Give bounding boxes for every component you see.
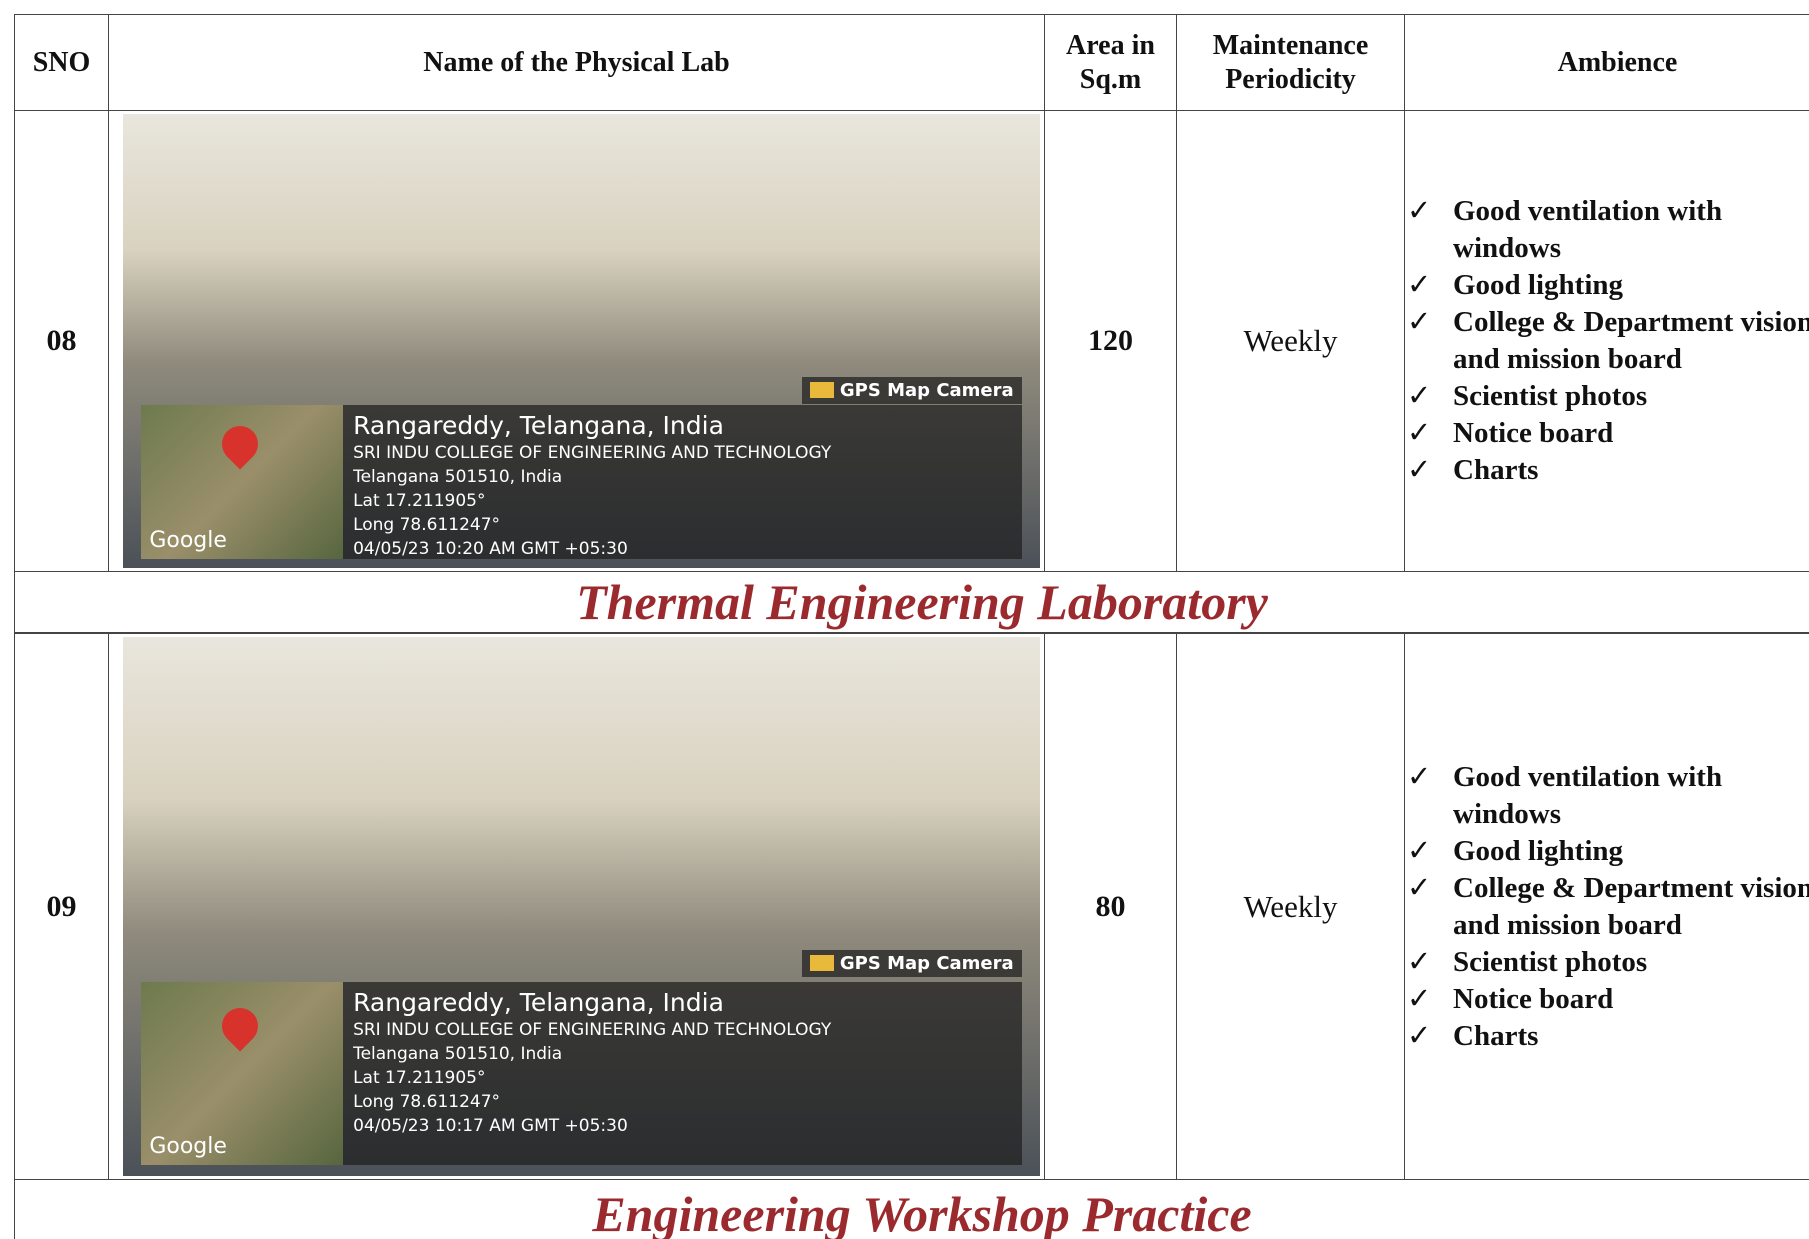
sno: 08: [14, 110, 109, 572]
timestamp: 04/05/23 10:20 AM GMT +05:30: [353, 538, 628, 559]
timestamp: 04/05/23 10:17 AM GMT +05:30: [353, 1115, 628, 1136]
ambience-list: Good ventilation with windowsGood lighti…: [1405, 759, 1809, 1055]
photo-cell: GPS Map Camera Google Rangareddy, Telangan…: [108, 110, 1045, 572]
ambience-list: Good ventilation with windowsGood lighti…: [1405, 193, 1809, 489]
long: Long 78.611247°: [353, 1091, 501, 1112]
map-label: Google: [149, 1134, 227, 1160]
institution: SRI INDU COLLEGE OF ENGINEERING AND TECH…: [353, 442, 832, 463]
lat: Lat 17.211905°: [353, 490, 486, 511]
header-cell: SNO: [14, 14, 109, 111]
address: Telangana 501510, India: [353, 466, 563, 487]
photo: GPS Map Camera Google Rangareddy, Telangan…: [123, 114, 1040, 568]
header-cell: Area in Sq.m: [1044, 14, 1177, 111]
maintenance: Weekly: [1176, 633, 1405, 1180]
ambience-item: Scientist photos: [1407, 378, 1809, 415]
ambience-item: Good lighting: [1407, 267, 1809, 304]
lab-caption: Engineering Workshop Practice: [14, 1179, 1809, 1239]
map-thumbnail: Google: [141, 404, 344, 559]
ambience-item: Good ventilation with windows: [1407, 759, 1809, 833]
photo-cell: GPS Map Camera Google Rangareddy, Telangan…: [108, 633, 1045, 1180]
ambience-item: Good ventilation with windows: [1407, 193, 1809, 267]
lat: Lat 17.211905°: [353, 1067, 486, 1088]
map-label: Google: [149, 527, 227, 553]
gps-label: GPS Map Camera: [801, 949, 1022, 977]
ambience-item: Charts: [1407, 1018, 1809, 1055]
sno: 09: [14, 633, 109, 1180]
ambience-item: Charts: [1407, 452, 1809, 489]
map-pin: [214, 418, 266, 470]
area: 80: [1044, 633, 1177, 1180]
map-pin: [214, 1000, 266, 1052]
photo: GPS Map Camera Google Rangareddy, Telangan…: [123, 637, 1040, 1176]
maintenance: Weekly: [1176, 110, 1405, 572]
ambience-item: Notice board: [1407, 415, 1809, 452]
gps-overlay: Rangareddy, Telangana, India SRI INDU COL…: [343, 981, 1022, 1166]
ambience-item: College & Department vision and mission …: [1407, 304, 1809, 378]
institution: SRI INDU COLLEGE OF ENGINEERING AND TECH…: [353, 1019, 832, 1040]
address: Telangana 501510, India: [353, 1043, 563, 1064]
ambience-item: Notice board: [1407, 981, 1809, 1018]
gps-overlay: Rangareddy, Telangana, India SRI INDU COL…: [343, 404, 1022, 559]
lab-caption: Thermal Engineering Laboratory: [14, 571, 1809, 633]
map-thumbnail: Google: [141, 981, 344, 1166]
long: Long 78.611247°: [353, 514, 501, 535]
header-cell: Ambience: [1404, 14, 1809, 111]
ambience-item: College & Department vision and mission …: [1407, 870, 1809, 944]
ambience-item: Good lighting: [1407, 833, 1809, 870]
location: Rangareddy, Telangana, India: [353, 410, 724, 440]
header-cell: Name of the Physical Lab: [108, 14, 1045, 111]
ambience-cell: Good ventilation with windowsGood lighti…: [1404, 110, 1809, 572]
location: Rangareddy, Telangana, India: [353, 987, 724, 1017]
ambience-cell: Good ventilation with windowsGood lighti…: [1404, 633, 1809, 1180]
ambience-item: Scientist photos: [1407, 944, 1809, 981]
gps-label: GPS Map Camera: [801, 377, 1022, 405]
area: 120: [1044, 110, 1177, 572]
header-cell: Maintenance Periodicity: [1176, 14, 1405, 111]
